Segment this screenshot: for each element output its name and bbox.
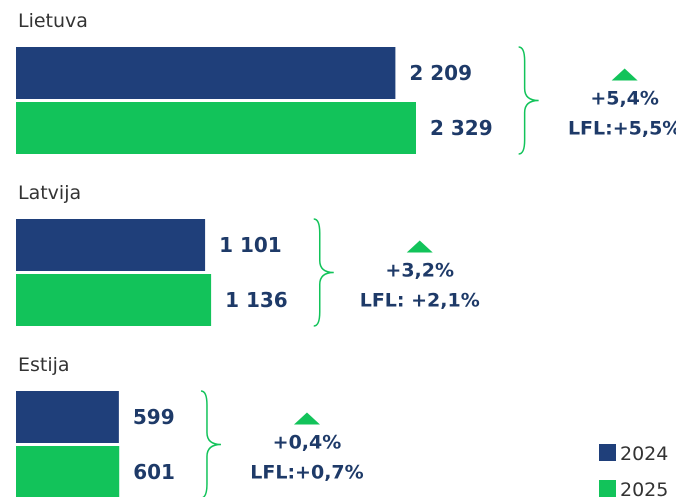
up-triangle bbox=[293, 412, 320, 425]
legend-swatch bbox=[599, 444, 616, 461]
category-label: Latvija bbox=[18, 182, 81, 204]
bar bbox=[16, 274, 212, 326]
legend-label: 2025 bbox=[620, 479, 668, 497]
change-label: +3,2% bbox=[385, 260, 454, 282]
brace bbox=[518, 46, 539, 155]
bar bbox=[16, 219, 206, 271]
bar bbox=[16, 391, 119, 443]
lfl-label: LFL:+0,7% bbox=[250, 462, 363, 484]
category-label: Lietuva bbox=[18, 10, 88, 32]
brace bbox=[313, 218, 334, 327]
lfl-label: LFL: +2,1% bbox=[360, 290, 480, 312]
bar bbox=[16, 102, 416, 154]
value-label: 2 209 bbox=[409, 61, 472, 85]
value-label: 2 329 bbox=[430, 116, 493, 140]
category-label: Estija bbox=[18, 354, 70, 376]
lfl-label: LFL:+5,5% bbox=[568, 118, 676, 140]
value-label: 599 bbox=[133, 405, 175, 429]
up-triangle bbox=[406, 240, 433, 253]
brace bbox=[200, 390, 221, 497]
bar bbox=[16, 47, 396, 99]
value-label: 1 101 bbox=[219, 233, 282, 257]
change-label: +0,4% bbox=[273, 432, 342, 454]
legend-swatch bbox=[599, 480, 616, 497]
value-label: 601 bbox=[133, 460, 175, 484]
bar bbox=[16, 446, 120, 497]
up-triangle bbox=[611, 68, 638, 81]
change-label: +5,4% bbox=[590, 88, 659, 110]
legend-label: 2024 bbox=[620, 443, 668, 465]
value-label: 1 136 bbox=[225, 288, 288, 312]
